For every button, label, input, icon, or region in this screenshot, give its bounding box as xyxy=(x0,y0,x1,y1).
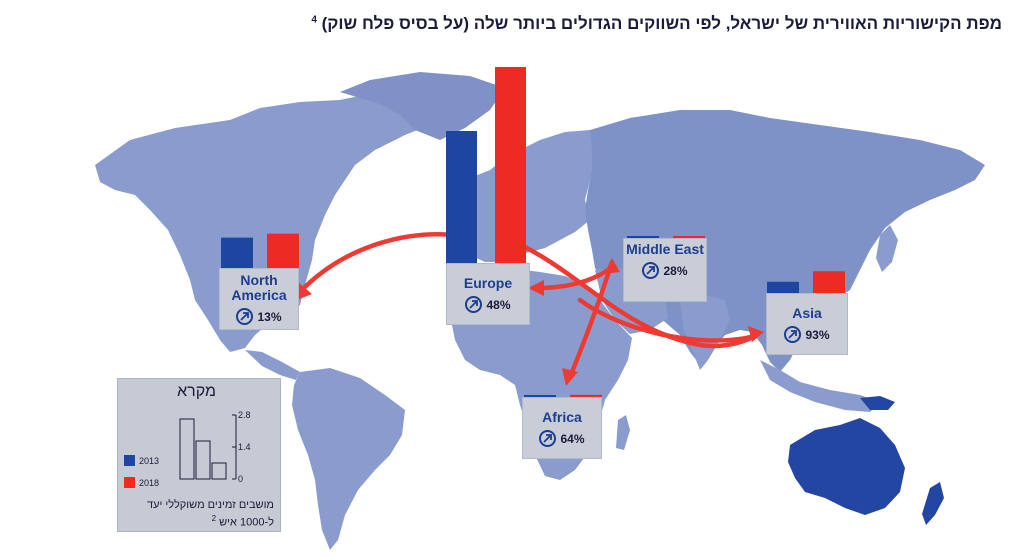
bar-asia-2018 xyxy=(813,271,845,293)
growth-value-north-america: 13% xyxy=(257,310,281,324)
region-name-asia: Asia xyxy=(767,306,847,321)
australia-shape xyxy=(788,418,905,515)
bar-europe-2018 xyxy=(495,67,526,263)
legend-sample-bar-1 xyxy=(180,419,194,479)
growth-north-america: 13% xyxy=(220,308,298,325)
card-asia: Asia 93% xyxy=(766,293,848,355)
legend-tick-label-top: 2.8 xyxy=(238,410,251,420)
legend-note-footnote: 2 xyxy=(212,514,216,523)
region-name-europe: Europe xyxy=(447,276,529,291)
central-america-shape xyxy=(245,350,300,380)
madagascar-shape xyxy=(616,415,630,450)
legend-label-2013: 2013 xyxy=(139,456,159,466)
growth-africa: 64% xyxy=(523,430,601,447)
legend-swatch-2013 xyxy=(124,455,135,466)
new-zealand-shape xyxy=(922,482,944,525)
growth-value-europe: 48% xyxy=(486,298,510,312)
region-name-north-america: North America xyxy=(220,273,298,303)
bar-north-america-2018 xyxy=(267,234,299,268)
legend: מקרא 2.8 1.4 0 2013 2018 מושבים זמינים מ… xyxy=(117,378,281,532)
card-middle-east: Middle East 28% xyxy=(623,238,707,302)
region-name-africa: Africa xyxy=(523,410,601,425)
legend-sample-bar-3 xyxy=(212,463,226,479)
south-america-shape xyxy=(292,368,405,550)
bar-asia-2013 xyxy=(767,282,799,293)
card-europe: Europe 48% xyxy=(446,263,530,325)
growth-arrow-icon xyxy=(539,430,556,447)
growth-value-africa: 64% xyxy=(560,432,584,446)
legend-tick-label-mid: 1.4 xyxy=(238,442,251,452)
legend-item-2018: 2018 xyxy=(124,477,159,488)
region-name-middle-east: Middle East xyxy=(624,242,706,257)
growth-arrow-icon xyxy=(784,326,801,343)
legend-label-2018: 2018 xyxy=(139,478,159,488)
growth-value-asia: 93% xyxy=(805,328,829,342)
legend-item-2013: 2013 xyxy=(124,455,159,466)
growth-arrow-icon xyxy=(236,308,253,325)
growth-arrow-icon xyxy=(465,296,482,313)
arrow-europe-north-america xyxy=(300,234,455,292)
bar-europe-2013 xyxy=(446,131,477,263)
legend-sample-bar-2 xyxy=(196,441,210,479)
card-north-america: North America 13% xyxy=(219,268,299,330)
growth-asia: 93% xyxy=(767,326,847,343)
growth-value-middle-east: 28% xyxy=(663,264,687,278)
india-shape xyxy=(680,295,730,370)
legend-swatch-2018 xyxy=(124,477,135,488)
card-africa: Africa 64% xyxy=(522,397,602,459)
legend-note-text: מושבים זמינים משוקללי יעד ל-1000 איש xyxy=(147,499,274,529)
legend-note: מושבים זמינים משוקללי יעד ל-1000 איש 2 xyxy=(124,499,274,530)
legend-tick-label-bottom: 0 xyxy=(238,474,243,484)
bar-north-america-2013 xyxy=(221,238,253,268)
europe-shape xyxy=(455,130,605,262)
growth-europe: 48% xyxy=(447,296,529,313)
growth-middle-east: 28% xyxy=(624,262,706,279)
growth-arrow-icon xyxy=(642,262,659,279)
